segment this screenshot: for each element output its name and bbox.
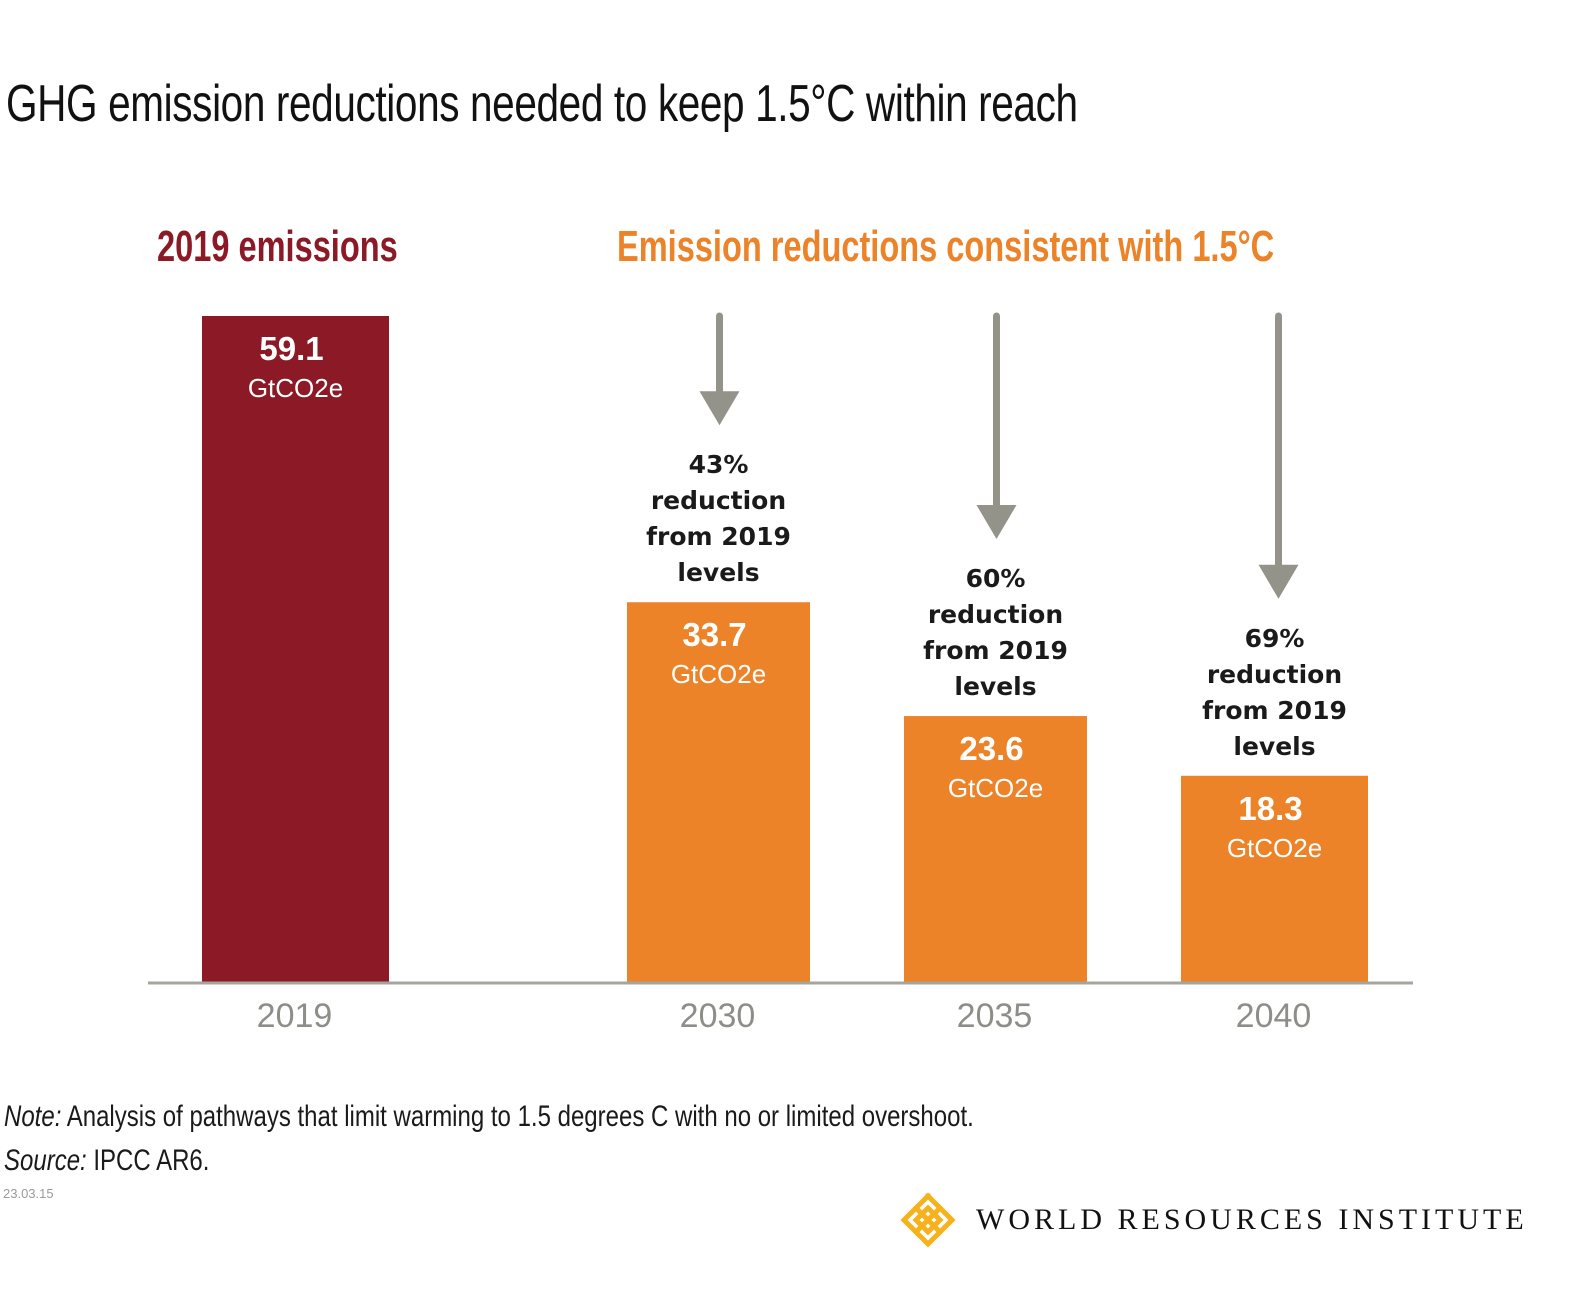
down-arrow-head-icon xyxy=(699,391,740,426)
reduction-annotation: from 2019 xyxy=(1202,696,1347,725)
bar-2040 xyxy=(1181,775,1368,982)
bar-value-label: 59.1 xyxy=(259,330,323,367)
group-label-2019-emissions: 2019 emissions xyxy=(157,222,398,271)
down-arrow-head-icon xyxy=(1258,564,1299,599)
note: Note: Analysis of pathways that limit wa… xyxy=(4,1100,974,1134)
chart-title: GHG emission reductions needed to keep 1… xyxy=(6,75,1078,133)
reduction-annotation: 69% xyxy=(1245,624,1305,653)
source-label: Source: xyxy=(4,1144,87,1177)
source-text: IPCC AR6. xyxy=(86,1144,210,1177)
bar-2019 xyxy=(202,316,389,982)
x-tick-label: 2030 xyxy=(680,997,756,1035)
bar-value-label: 23.6 xyxy=(959,730,1023,767)
bar-2030 xyxy=(627,602,810,982)
bar-unit-label: GtCO2e xyxy=(248,373,343,403)
reduction-annotation: reduction xyxy=(651,486,786,515)
reduction-annotation: levels xyxy=(677,558,759,587)
source: Source: IPCC AR6. xyxy=(4,1144,209,1178)
note-text: Analysis of pathways that limit warming … xyxy=(61,1100,974,1133)
reduction-annotation: levels xyxy=(1233,732,1315,761)
bar-unit-label: GtCO2e xyxy=(948,773,1043,803)
reduction-annotation: reduction xyxy=(928,600,1063,629)
wri-knot-icon xyxy=(900,1192,956,1248)
bar-unit-label: GtCO2e xyxy=(671,659,766,689)
reduction-annotation: levels xyxy=(954,672,1036,701)
note-label: Note: xyxy=(4,1100,62,1133)
date-code: 23.03.15 xyxy=(3,1186,54,1201)
bar-value-label: 18.3 xyxy=(1238,790,1302,827)
down-arrow-head-icon xyxy=(976,505,1017,540)
x-tick-label: 2035 xyxy=(957,997,1033,1035)
bar-unit-label: GtCO2e xyxy=(1227,833,1322,863)
reduction-annotation: from 2019 xyxy=(646,522,791,551)
bar-2035 xyxy=(904,716,1087,982)
reduction-annotation: from 2019 xyxy=(923,636,1068,665)
bar-value-label: 33.7 xyxy=(682,616,746,653)
reduction-annotation: 60% xyxy=(966,564,1026,593)
x-tick-label: 2019 xyxy=(257,997,333,1035)
reduction-annotation: 43% xyxy=(689,450,749,479)
logo-text: WORLD RESOURCES INSTITUTE xyxy=(976,1203,1528,1236)
group-label-reductions: Emission reductions consistent with 1.5°… xyxy=(617,222,1275,271)
reduction-annotation: reduction xyxy=(1207,660,1342,689)
wri-logo: WORLD RESOURCES INSTITUTE xyxy=(898,1190,1528,1250)
x-tick-label: 2040 xyxy=(1236,997,1312,1035)
